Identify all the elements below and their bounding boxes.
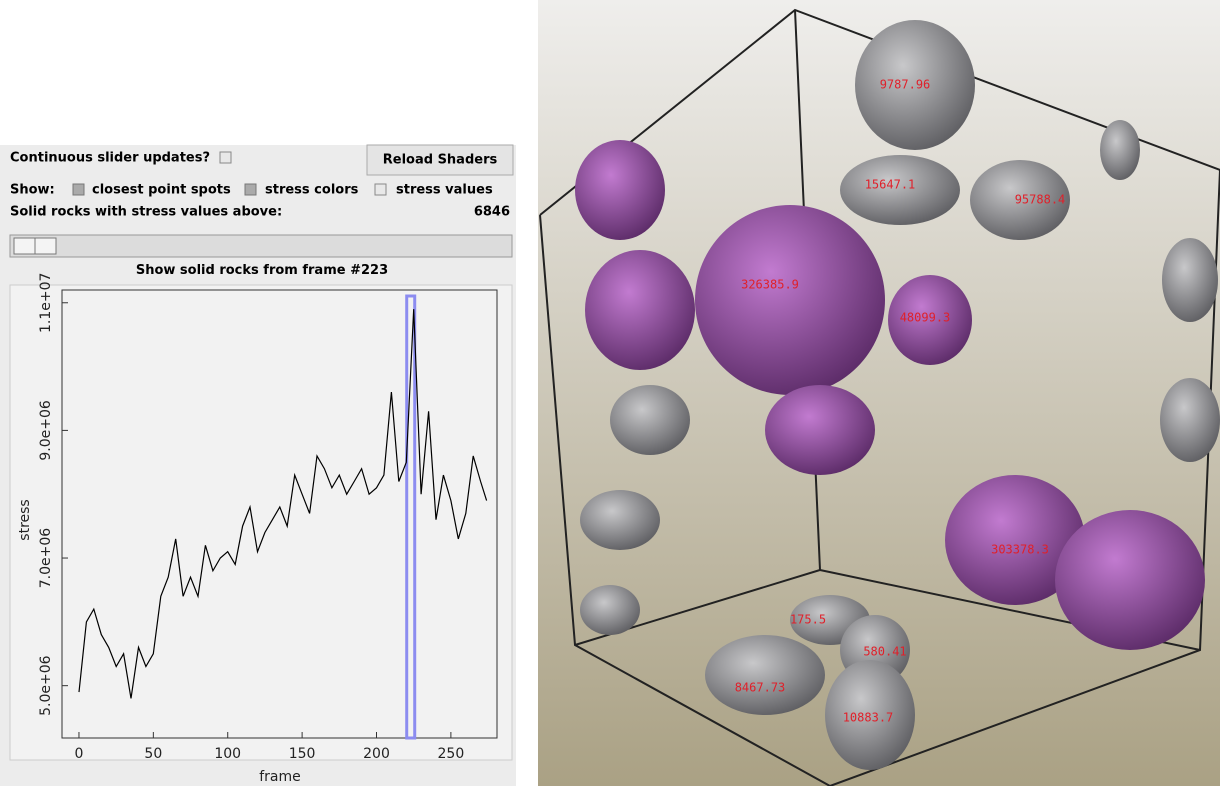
continuous-label: Continuous slider updates? [10, 151, 210, 166]
rock [765, 385, 875, 475]
rock [1162, 238, 1218, 322]
rock [695, 205, 885, 395]
y-axis-label: stress [17, 499, 33, 540]
option-label[interactable]: closest point spots [92, 183, 231, 198]
checkbox[interactable] [375, 184, 386, 195]
x-axis-label: frame [259, 769, 301, 785]
option-label[interactable]: stress values [396, 183, 493, 198]
slider-track[interactable] [10, 235, 512, 257]
x-tick-label: 0 [74, 746, 83, 762]
threshold-label: Solid rocks with stress values above: [10, 205, 282, 220]
screen: Continuous slider updates? Reload Shader… [0, 0, 1220, 786]
x-tick-label: 200 [363, 746, 390, 762]
x-tick-label: 250 [438, 746, 465, 762]
plot-frame [62, 290, 497, 738]
x-tick-label: 50 [144, 746, 162, 762]
frame-number: 223 [361, 263, 388, 278]
threshold-value: 6846 [474, 205, 510, 220]
viewport: 9787.96 15647.1 95788.4 326385.9 48099.3 3033… [538, 0, 1220, 786]
checkbox[interactable] [73, 184, 84, 195]
rock-label: 95788.4 [1015, 193, 1066, 207]
rock [575, 140, 665, 240]
x-tick-label: 150 [289, 746, 316, 762]
y-tick-label: 1.1e+07 [38, 273, 54, 333]
rock-label: 9787.96 [880, 78, 931, 92]
frame-label: Show solid rocks from frame #223 [136, 263, 388, 278]
rock [705, 635, 825, 715]
reload-label[interactable]: Reload Shaders [383, 153, 498, 168]
rock-label: 580.41 [863, 645, 906, 659]
rock [585, 250, 695, 370]
rock [1160, 378, 1220, 462]
rock-label: 10883.7 [843, 711, 894, 725]
frame-text: Show solid rocks from frame # [136, 263, 361, 278]
rock-label: 326385.9 [741, 278, 799, 292]
rock [1055, 510, 1205, 650]
rock [580, 585, 640, 635]
rock-label: 8467.73 [735, 681, 786, 695]
page: Continuous slider updates? Reload Shader… [0, 0, 1220, 786]
show-label: Show: [10, 183, 55, 198]
rock [580, 490, 660, 550]
y-tick-label: 5.0e+06 [38, 655, 54, 716]
x-tick-label: 100 [214, 746, 241, 762]
rock [610, 385, 690, 455]
y-tick-label: 9.0e+06 [38, 400, 54, 461]
checkbox[interactable] [245, 184, 256, 195]
rock [1100, 120, 1140, 180]
rock-label: 15647.1 [865, 178, 916, 192]
rock-label: 48099.3 [900, 311, 951, 325]
rock-label: 303378.3 [991, 543, 1049, 557]
checkbox[interactable] [220, 152, 231, 163]
option-label[interactable]: stress colors [265, 183, 359, 198]
y-tick-label: 7.0e+06 [38, 528, 54, 589]
rock-label: 175.5 [790, 613, 826, 627]
